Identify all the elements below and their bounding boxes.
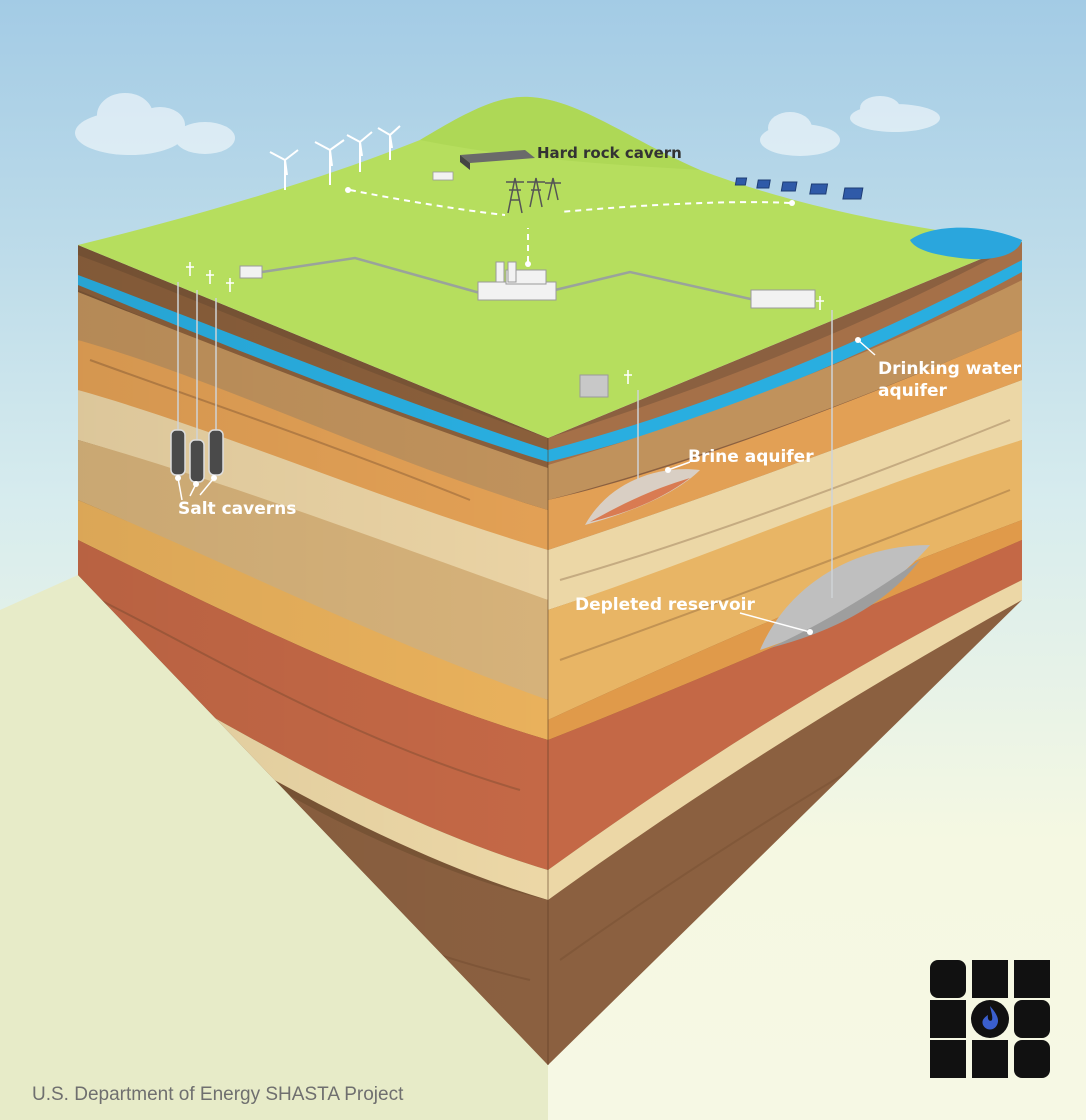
label-depleted-reservoir: Depleted reservoir: [575, 595, 755, 615]
label-drinking-water-line2: aquifer: [878, 381, 947, 401]
flame-icon: [982, 1006, 999, 1030]
label-leader-lines: [177, 339, 876, 633]
ground-shadow: [0, 575, 548, 1120]
lake: [910, 227, 1022, 260]
power-flow-arrows: [349, 189, 791, 262]
credit-caption: U.S. Department of Energy SHASTA Project: [32, 1084, 404, 1105]
wellhead-markers: [186, 262, 824, 384]
shasta-logo: [930, 960, 1050, 1078]
grass-surface: [78, 96, 1022, 438]
well-pipes: [177, 282, 833, 598]
transmission-towers: [506, 177, 561, 214]
label-hard-rock-cavern: Hard rock cavern: [537, 144, 682, 162]
solar-panels: [734, 177, 864, 200]
wind-turbines: [269, 125, 401, 190]
salt-cavern-shapes: [170, 429, 224, 483]
label-drinking-water-line1: Drinking water: [878, 359, 1022, 379]
surface-facilities: [239, 261, 816, 398]
label-brine-aquifer: Brine aquifer: [688, 447, 814, 467]
cloud-right: [760, 96, 940, 156]
cloud-left: [75, 93, 235, 155]
hard-rock-cavern-structure: [432, 150, 535, 181]
surface-pipelines: [261, 256, 756, 302]
label-salt-caverns: Salt caverns: [178, 499, 296, 519]
